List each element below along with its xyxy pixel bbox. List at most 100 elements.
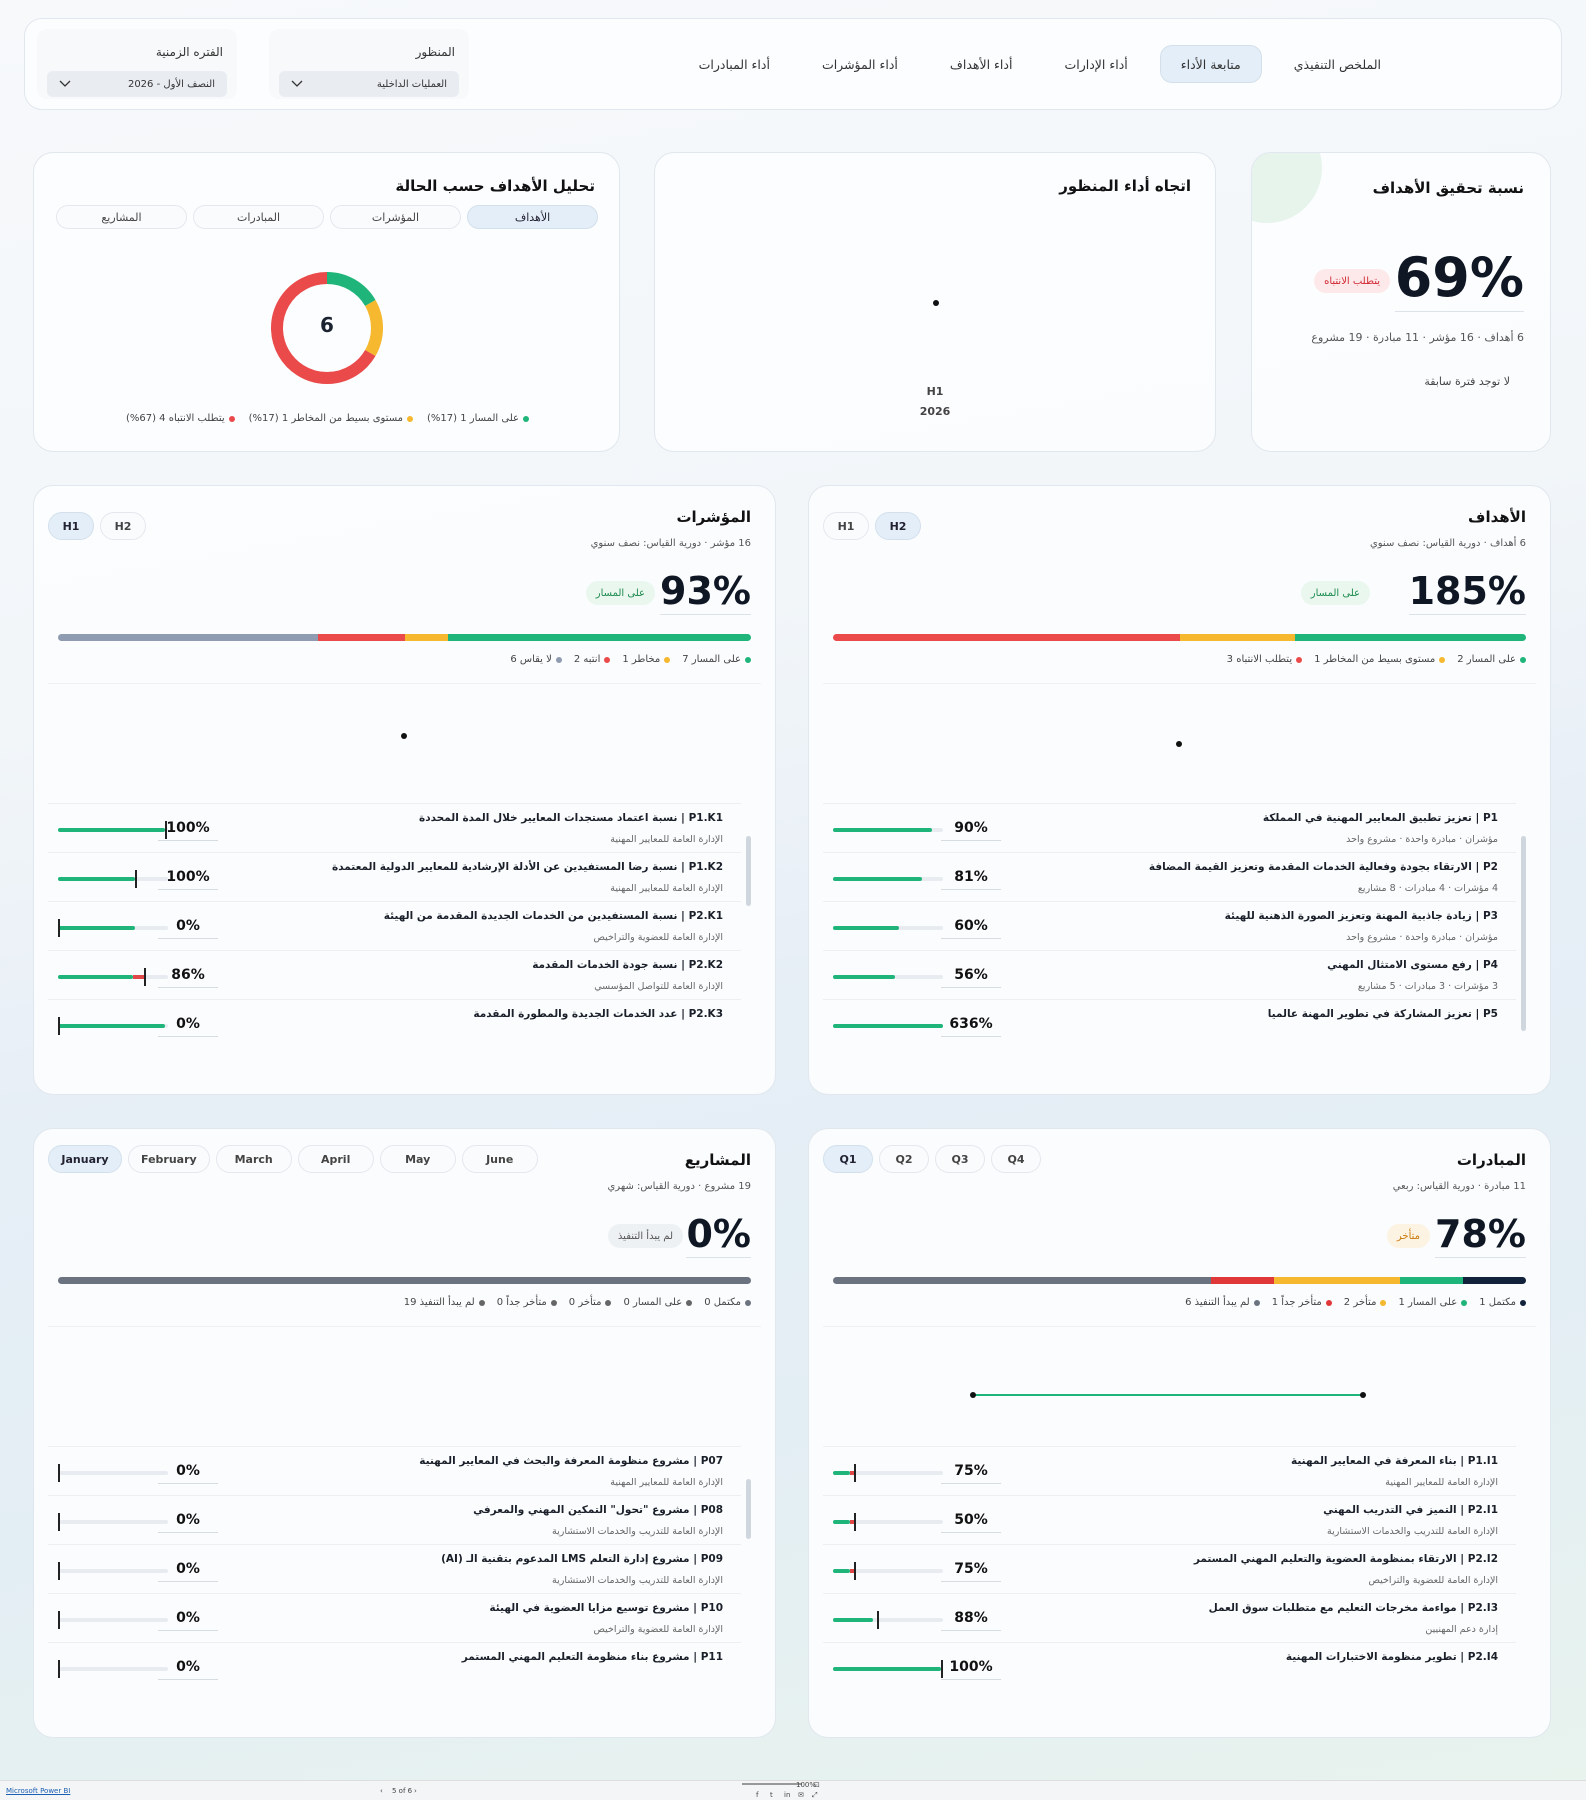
legend-item: 0 متأخر bbox=[569, 1297, 612, 1308]
fullscreen-icon[interactable]: ⤢ bbox=[812, 1791, 818, 1799]
legend-label: 3 يتطلب الانتباه bbox=[1226, 654, 1293, 665]
tab-status-initiatives[interactable]: المبادرات bbox=[193, 205, 324, 229]
projects-scrollbar[interactable] bbox=[746, 1479, 751, 1539]
legend-label: 0 مكتمل bbox=[704, 1297, 741, 1308]
tab-h1[interactable]: H1 bbox=[823, 512, 869, 540]
tab-h2[interactable]: H2 bbox=[100, 512, 146, 540]
list-item[interactable]: P2.I1 | التميز في التدريب المهني الإدارة … bbox=[823, 1495, 1516, 1551]
period-filter[interactable]: الفتره الزمنية النصف الأول - 2026 bbox=[37, 29, 237, 99]
tab-q1[interactable]: Q1 bbox=[823, 1145, 873, 1173]
tab-q4[interactable]: Q4 bbox=[991, 1145, 1041, 1173]
prev-page-icon[interactable]: ‹ bbox=[380, 1787, 383, 1795]
list-item[interactable]: P2.I3 | مواءمة مخرجات التعليم مع متطلبات… bbox=[823, 1593, 1516, 1649]
list-item[interactable]: P10 | مشروع توسيع مزايا العضوية في الهيئ… bbox=[48, 1593, 741, 1649]
objectives-status-bar bbox=[833, 634, 1526, 641]
list-item[interactable]: P1.K1 | نسبة اعتماد مستجدات المعايير خلا… bbox=[48, 803, 741, 859]
list-item[interactable]: P1 | تعزيز تطبيق المعايير المهنية في الم… bbox=[823, 803, 1516, 859]
trend-x-year: 2026 bbox=[919, 405, 951, 418]
item-title: P2.I3 | مواءمة مخرجات التعليم مع متطلبات… bbox=[1208, 1602, 1498, 1614]
tab-h2[interactable]: H2 bbox=[875, 512, 921, 540]
perspective-select[interactable]: العمليات الداخلية bbox=[279, 71, 459, 97]
email-icon[interactable]: ✉ bbox=[798, 1791, 804, 1799]
list-item[interactable]: P2.K3 | عدد الخدمات الجديدة والمطورة الم… bbox=[48, 999, 741, 1055]
list-item[interactable]: P2.K2 | نسبة جودة الخدمات المقدمة الإدارة… bbox=[48, 950, 741, 1006]
target-marker bbox=[143, 968, 146, 986]
objectives-period-tabs: H1 H2 bbox=[823, 512, 921, 540]
tab-initiatives[interactable]: أداء المبادرات bbox=[698, 56, 770, 72]
tab-status-projects[interactable]: المشاريع bbox=[56, 205, 187, 229]
list-item[interactable]: P2.I4 | تطوير منظومة الاختبارات المهنية 1… bbox=[823, 1642, 1516, 1698]
list-item[interactable]: P07 | مشروع منظومة المعرفة والبحث في الم… bbox=[48, 1446, 741, 1502]
list-item[interactable]: P1.K2 | نسبة رضا المستفيدين عن الأدلة ال… bbox=[48, 852, 741, 908]
legend-label: 1 مستوى بسيط من المخاطر bbox=[1314, 654, 1436, 665]
status-bar-segment bbox=[58, 634, 318, 641]
tab-objectives[interactable]: أداء الأهداف bbox=[949, 56, 1013, 72]
tab-june[interactable]: June bbox=[461, 1145, 538, 1173]
facebook-icon[interactable]: f bbox=[756, 1791, 759, 1799]
list-item[interactable]: P08 | مشروع "تحول" التمكين المهني والمعر… bbox=[48, 1495, 741, 1551]
legend-dot-icon bbox=[745, 656, 751, 663]
objectives-trend-point[interactable] bbox=[1176, 741, 1182, 747]
legend-dot-icon bbox=[686, 1299, 693, 1306]
legend-dot-icon bbox=[1461, 1299, 1468, 1306]
tab-kpis[interactable]: أداء المؤشرات bbox=[821, 56, 898, 72]
next-page-icon[interactable]: › bbox=[414, 1787, 417, 1795]
tab-q2[interactable]: Q2 bbox=[879, 1145, 929, 1173]
list-item[interactable]: P2.I2 | الارتقاء بمنظومة العضوية والتعلي… bbox=[823, 1544, 1516, 1600]
tab-h1[interactable]: H1 bbox=[48, 512, 94, 540]
legend-item: 6 لا يقاس bbox=[510, 654, 562, 665]
list-item[interactable]: P2.K1 | نسبة المستفيدين من الخدمات الجدي… bbox=[48, 901, 741, 957]
item-title: P1.K1 | نسبة اعتماد مستجدات المعايير خلا… bbox=[419, 812, 723, 824]
tab-april[interactable]: April bbox=[297, 1145, 374, 1173]
item-title: P11 | مشروع بناء منظومة التعليم المهني ا… bbox=[461, 1651, 723, 1663]
tab-executive-summary[interactable]: الملخص التنفيذي bbox=[1293, 56, 1381, 72]
donut-center-count: 6 bbox=[320, 313, 334, 337]
item-title: P2.K1 | نسبة المستفيدين من الخدمات الجدي… bbox=[383, 910, 723, 922]
status-bar-segment bbox=[447, 634, 751, 641]
tab-february[interactable]: February bbox=[128, 1145, 210, 1173]
linkedin-icon[interactable]: in bbox=[784, 1791, 791, 1799]
item-subtitle: الإدارة العامة للتدريب والخدمات الاستشار… bbox=[552, 1526, 723, 1537]
initiatives-list: P1.I1 | بناء المعرفة في المعايير المهنية… bbox=[823, 1446, 1516, 1737]
fit-page-icon[interactable]: ⊡ bbox=[814, 1781, 820, 1789]
tab-january[interactable]: January bbox=[48, 1145, 122, 1173]
tab-status-objectives[interactable]: الأهداف bbox=[467, 205, 598, 229]
perspective-filter[interactable]: المنظور العمليات الداخلية bbox=[269, 29, 469, 99]
kpis-scrollbar[interactable] bbox=[746, 836, 751, 906]
progress-gap bbox=[132, 975, 145, 979]
tab-performance-tracking[interactable]: متابعة الأداء bbox=[1159, 45, 1262, 83]
objectives-scrollbar[interactable] bbox=[1521, 836, 1526, 1031]
list-item[interactable]: P3 | زيادة جاذبية المهنة وتعزيز الصورة ا… bbox=[823, 901, 1516, 957]
status-bar-segment bbox=[1463, 1277, 1526, 1284]
trend-point[interactable] bbox=[970, 1392, 976, 1398]
list-item[interactable]: P1.I1 | بناء المعرفة في المعايير المهنية… bbox=[823, 1446, 1516, 1502]
zoom-slider[interactable] bbox=[742, 1783, 802, 1785]
donut-slice[interactable] bbox=[326, 272, 376, 307]
projects-subtitle: 19 مشروع · دورية القياس: شهري bbox=[607, 1181, 751, 1192]
trend-point[interactable] bbox=[1360, 1392, 1366, 1398]
tab-may[interactable]: May bbox=[379, 1145, 456, 1173]
period-select[interactable]: النصف الأول - 2026 bbox=[47, 71, 227, 97]
item-title: P2 | الارتقاء بجودة وفعالية الخدمات المق… bbox=[1148, 861, 1498, 873]
donut-slice[interactable] bbox=[271, 272, 376, 384]
tab-q3[interactable]: Q3 bbox=[935, 1145, 985, 1173]
tab-march[interactable]: March bbox=[215, 1145, 292, 1173]
trend-point[interactable] bbox=[933, 300, 939, 306]
item-percent: 88% bbox=[941, 1610, 1001, 1631]
list-item[interactable]: P2 | الارتقاء بجودة وفعالية الخدمات المق… bbox=[823, 852, 1516, 908]
list-item[interactable]: P09 | مشروع إدارة التعلم LMS المدعوم بتق… bbox=[48, 1544, 741, 1600]
donut-slice[interactable] bbox=[364, 300, 383, 356]
legend-item: 19 لم يبدأ التنفيذ bbox=[404, 1297, 485, 1308]
list-item[interactable]: P11 | مشروع بناء منظومة التعليم المهني ا… bbox=[48, 1642, 741, 1698]
powerbi-link[interactable]: Microsoft Power BI bbox=[6, 1787, 71, 1795]
kpis-trend-point[interactable] bbox=[401, 733, 407, 739]
legend-item: 6 لم يبدأ التنفيذ bbox=[1185, 1297, 1260, 1308]
legend-on-track-label: على المسار 1 (17%) bbox=[427, 413, 519, 424]
divider bbox=[823, 1326, 1536, 1327]
list-item[interactable]: P5 | تعزيز المشاركة في تطوير المهنة عالم… bbox=[823, 999, 1516, 1055]
tab-status-kpis[interactable]: المؤشرات bbox=[330, 205, 461, 229]
list-item[interactable]: P4 | رفع مستوى الامتثال المهني 3 مؤشرات ·… bbox=[823, 950, 1516, 1006]
item-percent: 100% bbox=[158, 869, 218, 890]
twitter-icon[interactable]: t bbox=[770, 1791, 773, 1799]
tab-departments[interactable]: أداء الإدارات bbox=[1064, 56, 1128, 72]
